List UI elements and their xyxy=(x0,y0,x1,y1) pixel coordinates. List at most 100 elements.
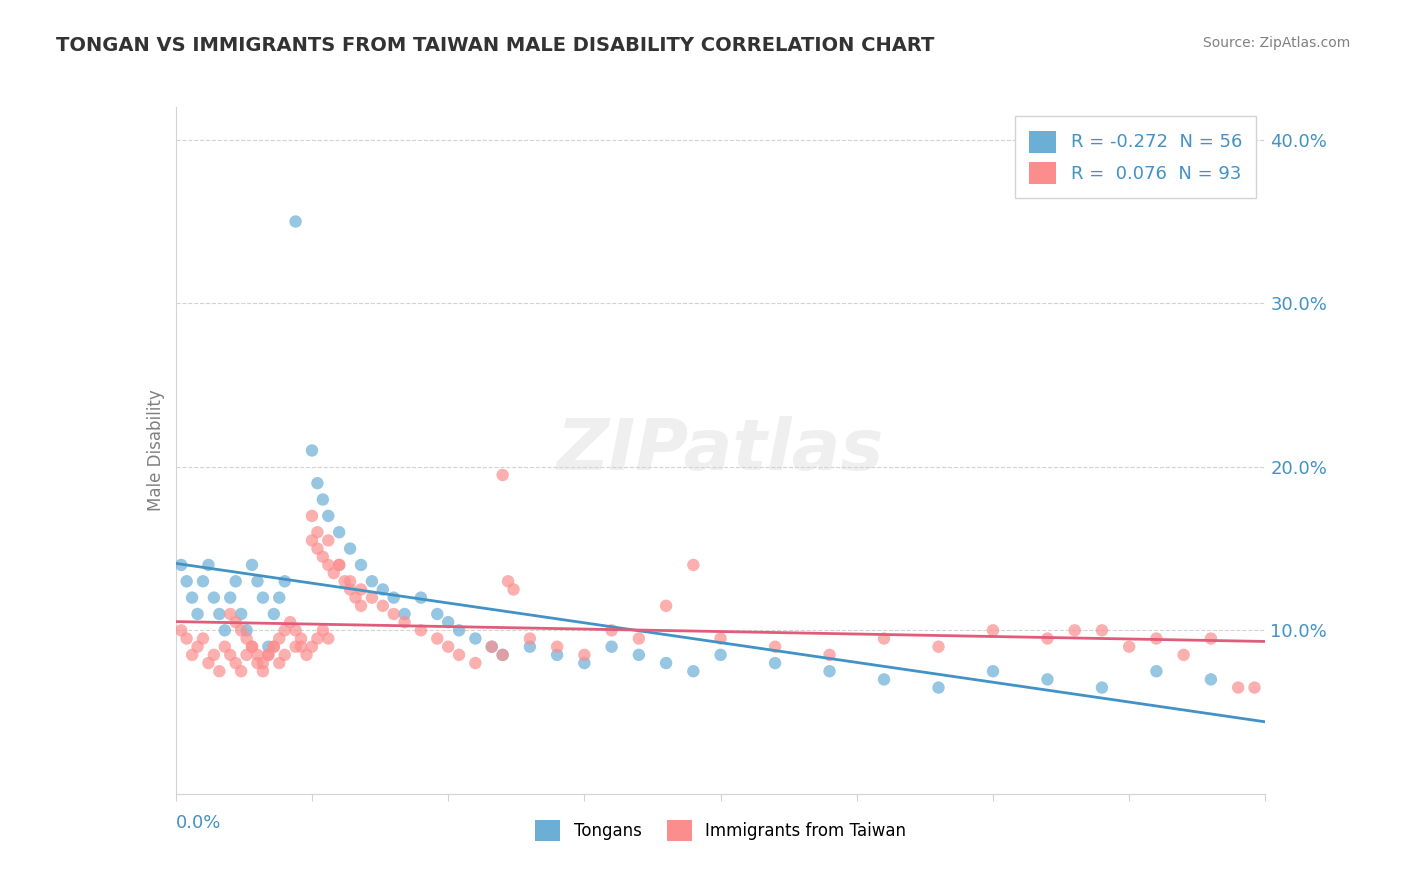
Point xyxy=(409,591,432,605)
Point xyxy=(682,664,704,679)
Point xyxy=(219,607,242,621)
Point xyxy=(710,648,733,662)
Point xyxy=(246,574,269,589)
Point xyxy=(481,640,503,654)
Point xyxy=(301,533,323,548)
Point xyxy=(318,533,340,548)
Point xyxy=(350,599,373,613)
Point xyxy=(1144,632,1167,646)
Point xyxy=(328,558,350,572)
Point xyxy=(240,640,263,654)
Point xyxy=(318,632,340,646)
Point xyxy=(382,591,405,605)
Point xyxy=(235,648,257,662)
Point xyxy=(928,681,950,695)
Point xyxy=(231,624,253,638)
Point xyxy=(181,591,204,605)
Point xyxy=(1063,624,1085,638)
Point xyxy=(301,508,323,523)
Point xyxy=(225,574,247,589)
Point xyxy=(328,558,350,572)
Point xyxy=(231,664,253,679)
Point xyxy=(240,558,263,572)
Point xyxy=(981,624,1004,638)
Point xyxy=(1036,632,1059,646)
Point xyxy=(219,591,242,605)
Point xyxy=(312,549,335,564)
Point xyxy=(818,648,841,662)
Point xyxy=(350,558,373,572)
Point xyxy=(1144,664,1167,679)
Point xyxy=(873,673,896,687)
Point xyxy=(333,574,356,589)
Point xyxy=(1227,681,1250,695)
Point xyxy=(1091,681,1114,695)
Point xyxy=(252,664,274,679)
Point xyxy=(312,492,335,507)
Point xyxy=(225,656,247,670)
Point xyxy=(574,656,596,670)
Point xyxy=(257,640,280,654)
Text: TONGAN VS IMMIGRANTS FROM TAIWAN MALE DISABILITY CORRELATION CHART: TONGAN VS IMMIGRANTS FROM TAIWAN MALE DI… xyxy=(56,36,935,54)
Point xyxy=(290,640,312,654)
Point xyxy=(290,632,312,646)
Point xyxy=(600,640,623,654)
Point xyxy=(170,624,193,638)
Point xyxy=(360,591,382,605)
Point xyxy=(257,648,280,662)
Point xyxy=(307,541,329,556)
Point xyxy=(269,591,291,605)
Legend: Tongans, Immigrants from Taiwan: Tongans, Immigrants from Taiwan xyxy=(529,814,912,847)
Point xyxy=(371,599,394,613)
Point xyxy=(600,624,623,638)
Point xyxy=(252,591,274,605)
Point xyxy=(240,640,263,654)
Point xyxy=(284,624,307,638)
Point xyxy=(191,632,214,646)
Point xyxy=(928,640,950,654)
Point xyxy=(409,624,432,638)
Point xyxy=(186,607,209,621)
Point xyxy=(1118,640,1140,654)
Point xyxy=(339,574,361,589)
Point xyxy=(371,582,394,597)
Point xyxy=(170,558,193,572)
Point xyxy=(191,574,214,589)
Point xyxy=(360,574,382,589)
Point xyxy=(492,648,515,662)
Point xyxy=(246,648,269,662)
Point xyxy=(447,648,470,662)
Point xyxy=(263,640,285,654)
Point xyxy=(763,640,786,654)
Point xyxy=(269,632,291,646)
Point xyxy=(219,648,242,662)
Point xyxy=(263,607,285,621)
Point xyxy=(574,648,596,662)
Point xyxy=(301,640,323,654)
Point xyxy=(284,214,307,228)
Point xyxy=(1199,632,1222,646)
Point xyxy=(231,607,253,621)
Point xyxy=(318,508,340,523)
Point xyxy=(235,624,257,638)
Point xyxy=(263,640,285,654)
Point xyxy=(710,632,733,646)
Point xyxy=(1173,648,1195,662)
Point xyxy=(492,648,515,662)
Point xyxy=(481,640,503,654)
Point xyxy=(214,624,236,638)
Point xyxy=(394,615,416,630)
Point xyxy=(447,624,470,638)
Point xyxy=(981,664,1004,679)
Point xyxy=(208,607,231,621)
Point xyxy=(225,615,247,630)
Point xyxy=(873,632,896,646)
Point xyxy=(682,558,704,572)
Point xyxy=(176,632,198,646)
Point xyxy=(186,640,209,654)
Point xyxy=(246,656,269,670)
Point xyxy=(437,640,460,654)
Point xyxy=(197,558,219,572)
Point xyxy=(1036,673,1059,687)
Point xyxy=(339,582,361,597)
